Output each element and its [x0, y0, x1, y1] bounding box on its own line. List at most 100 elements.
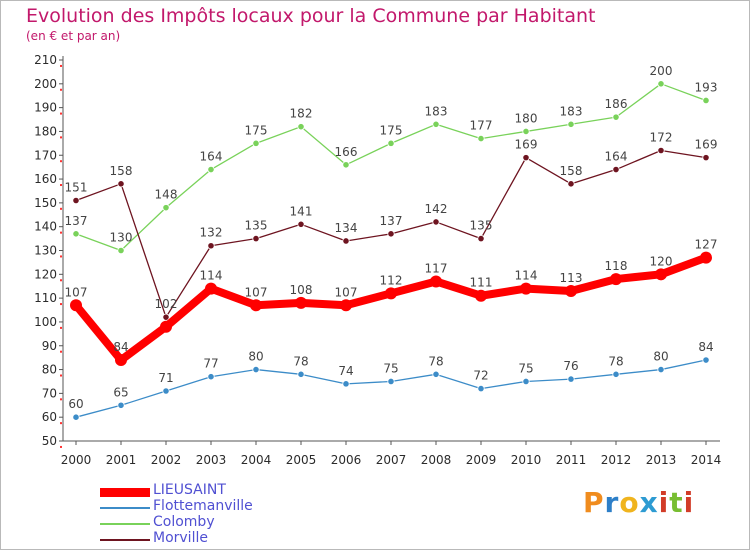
- legend-swatch: [100, 487, 150, 497]
- y-tick-label: 170: [34, 148, 57, 162]
- logo-letter: x: [639, 486, 659, 519]
- data-label-colomby: 182: [290, 107, 313, 121]
- logo-letter: P: [583, 486, 605, 519]
- data-point-colomby: [297, 123, 305, 131]
- data-label-lieusaint: 114: [515, 269, 538, 283]
- data-label-lieusaint: 114: [200, 269, 223, 283]
- legend-label: Flottemanville: [153, 498, 253, 514]
- data-point-colomby: [207, 165, 215, 174]
- logo-letter: t: [669, 486, 684, 519]
- data-label-lieusaint: 113: [560, 271, 583, 285]
- data-label-colomby: 166: [335, 145, 358, 159]
- data-point-flottemanville: [342, 380, 350, 388]
- data-point-lieusaint: [205, 282, 217, 295]
- x-tick-label: 2014: [691, 453, 722, 467]
- data-label-flottemanville: 65: [113, 385, 128, 399]
- x-tick-label: 2011: [556, 453, 587, 467]
- y-minor-dot: [60, 422, 62, 425]
- data-label-flottemanville: 77: [203, 357, 218, 371]
- data-point-morville: [252, 234, 260, 243]
- proxiti-logo: Proxiti: [583, 486, 694, 519]
- y-tick-label: 60: [42, 410, 57, 424]
- y-tick-label: 90: [42, 339, 57, 353]
- data-point-morville: [522, 154, 530, 162]
- data-label-morville: 164: [605, 150, 628, 164]
- y-minor-dot: [60, 231, 62, 234]
- data-point-flottemanville: [612, 370, 620, 378]
- data-label-morville: 135: [245, 219, 268, 233]
- data-point-flottemanville: [432, 370, 440, 378]
- chart-subtitle: (en € et par an): [26, 29, 121, 43]
- data-point-lieusaint: [295, 296, 307, 309]
- data-label-morville: 141: [290, 204, 313, 218]
- data-point-lieusaint: [160, 320, 172, 333]
- x-tick-label: 2002: [151, 453, 182, 467]
- data-point-flottemanville: [702, 356, 710, 364]
- data-point-flottemanville: [72, 413, 80, 421]
- data-label-flottemanville: 80: [248, 350, 263, 364]
- logo-letter: r: [604, 486, 620, 519]
- data-label-colomby: 137: [65, 214, 88, 228]
- y-minor-dot: [60, 398, 62, 401]
- y-tick-label: 120: [34, 267, 57, 281]
- data-label-flottemanville: 71: [158, 371, 173, 385]
- data-point-colomby: [252, 139, 260, 147]
- data-point-flottemanville: [207, 373, 215, 381]
- data-point-morville: [612, 165, 620, 174]
- y-minor-dot: [60, 255, 62, 258]
- data-label-morville: 169: [515, 138, 538, 152]
- logo-letter: i: [683, 486, 695, 519]
- legend-swatch: [100, 523, 150, 525]
- data-point-colomby: [522, 127, 530, 136]
- y-minor-dot: [60, 112, 62, 115]
- data-point-colomby: [432, 120, 440, 128]
- data-point-colomby: [612, 113, 620, 121]
- data-point-flottemanville: [567, 375, 575, 383]
- data-point-morville: [657, 146, 665, 155]
- data-point-lieusaint: [520, 282, 532, 295]
- data-label-morville: 158: [110, 164, 133, 178]
- data-point-lieusaint: [655, 268, 667, 281]
- data-label-lieusaint: 107: [245, 285, 268, 299]
- data-point-flottemanville: [117, 401, 125, 409]
- x-tick-label: 2003: [196, 453, 227, 467]
- x-tick-label: 2009: [466, 453, 497, 467]
- data-point-colomby: [477, 134, 485, 143]
- y-tick-label: 150: [34, 196, 57, 210]
- data-label-flottemanville: 75: [383, 361, 398, 375]
- data-point-morville: [702, 154, 710, 162]
- y-minor-dot: [60, 160, 62, 163]
- x-tick-label: 2000: [61, 453, 92, 467]
- data-label-morville: 135: [470, 219, 493, 233]
- data-label-flottemanville: 76: [563, 359, 578, 373]
- data-point-lieusaint: [700, 251, 712, 264]
- x-tick-label: 2010: [511, 453, 542, 467]
- data-label-lieusaint: 112: [380, 273, 403, 287]
- y-tick-label: 100: [34, 315, 57, 329]
- data-point-morville: [432, 218, 440, 226]
- legend-label: LIEUSAINT: [153, 482, 226, 498]
- data-label-lieusaint: 107: [335, 285, 358, 299]
- y-tick-label: 190: [34, 101, 57, 115]
- x-tick-label: 2013: [646, 453, 677, 467]
- data-point-flottemanville: [387, 377, 395, 386]
- data-label-colomby: 200: [650, 64, 673, 78]
- y-tick-label: 180: [34, 124, 57, 138]
- data-label-flottemanville: 78: [428, 354, 443, 368]
- y-tick-label: 140: [34, 220, 57, 234]
- chart-title: Evolution des Impôts locaux pour la Comm…: [26, 5, 596, 27]
- data-label-flottemanville: 72: [473, 369, 488, 383]
- legend-label: Morville: [153, 530, 208, 546]
- data-point-colomby: [567, 120, 575, 128]
- y-minor-dot: [60, 88, 62, 91]
- legend-swatch: [100, 539, 150, 541]
- data-label-colomby: 183: [425, 104, 448, 118]
- data-point-lieusaint: [115, 354, 127, 367]
- data-label-colomby: 183: [560, 104, 583, 118]
- data-point-morville: [297, 220, 305, 228]
- data-label-colomby: 175: [245, 123, 268, 137]
- y-tick-label: 130: [34, 244, 57, 258]
- y-minor-dot: [60, 64, 62, 67]
- data-point-morville: [342, 237, 350, 245]
